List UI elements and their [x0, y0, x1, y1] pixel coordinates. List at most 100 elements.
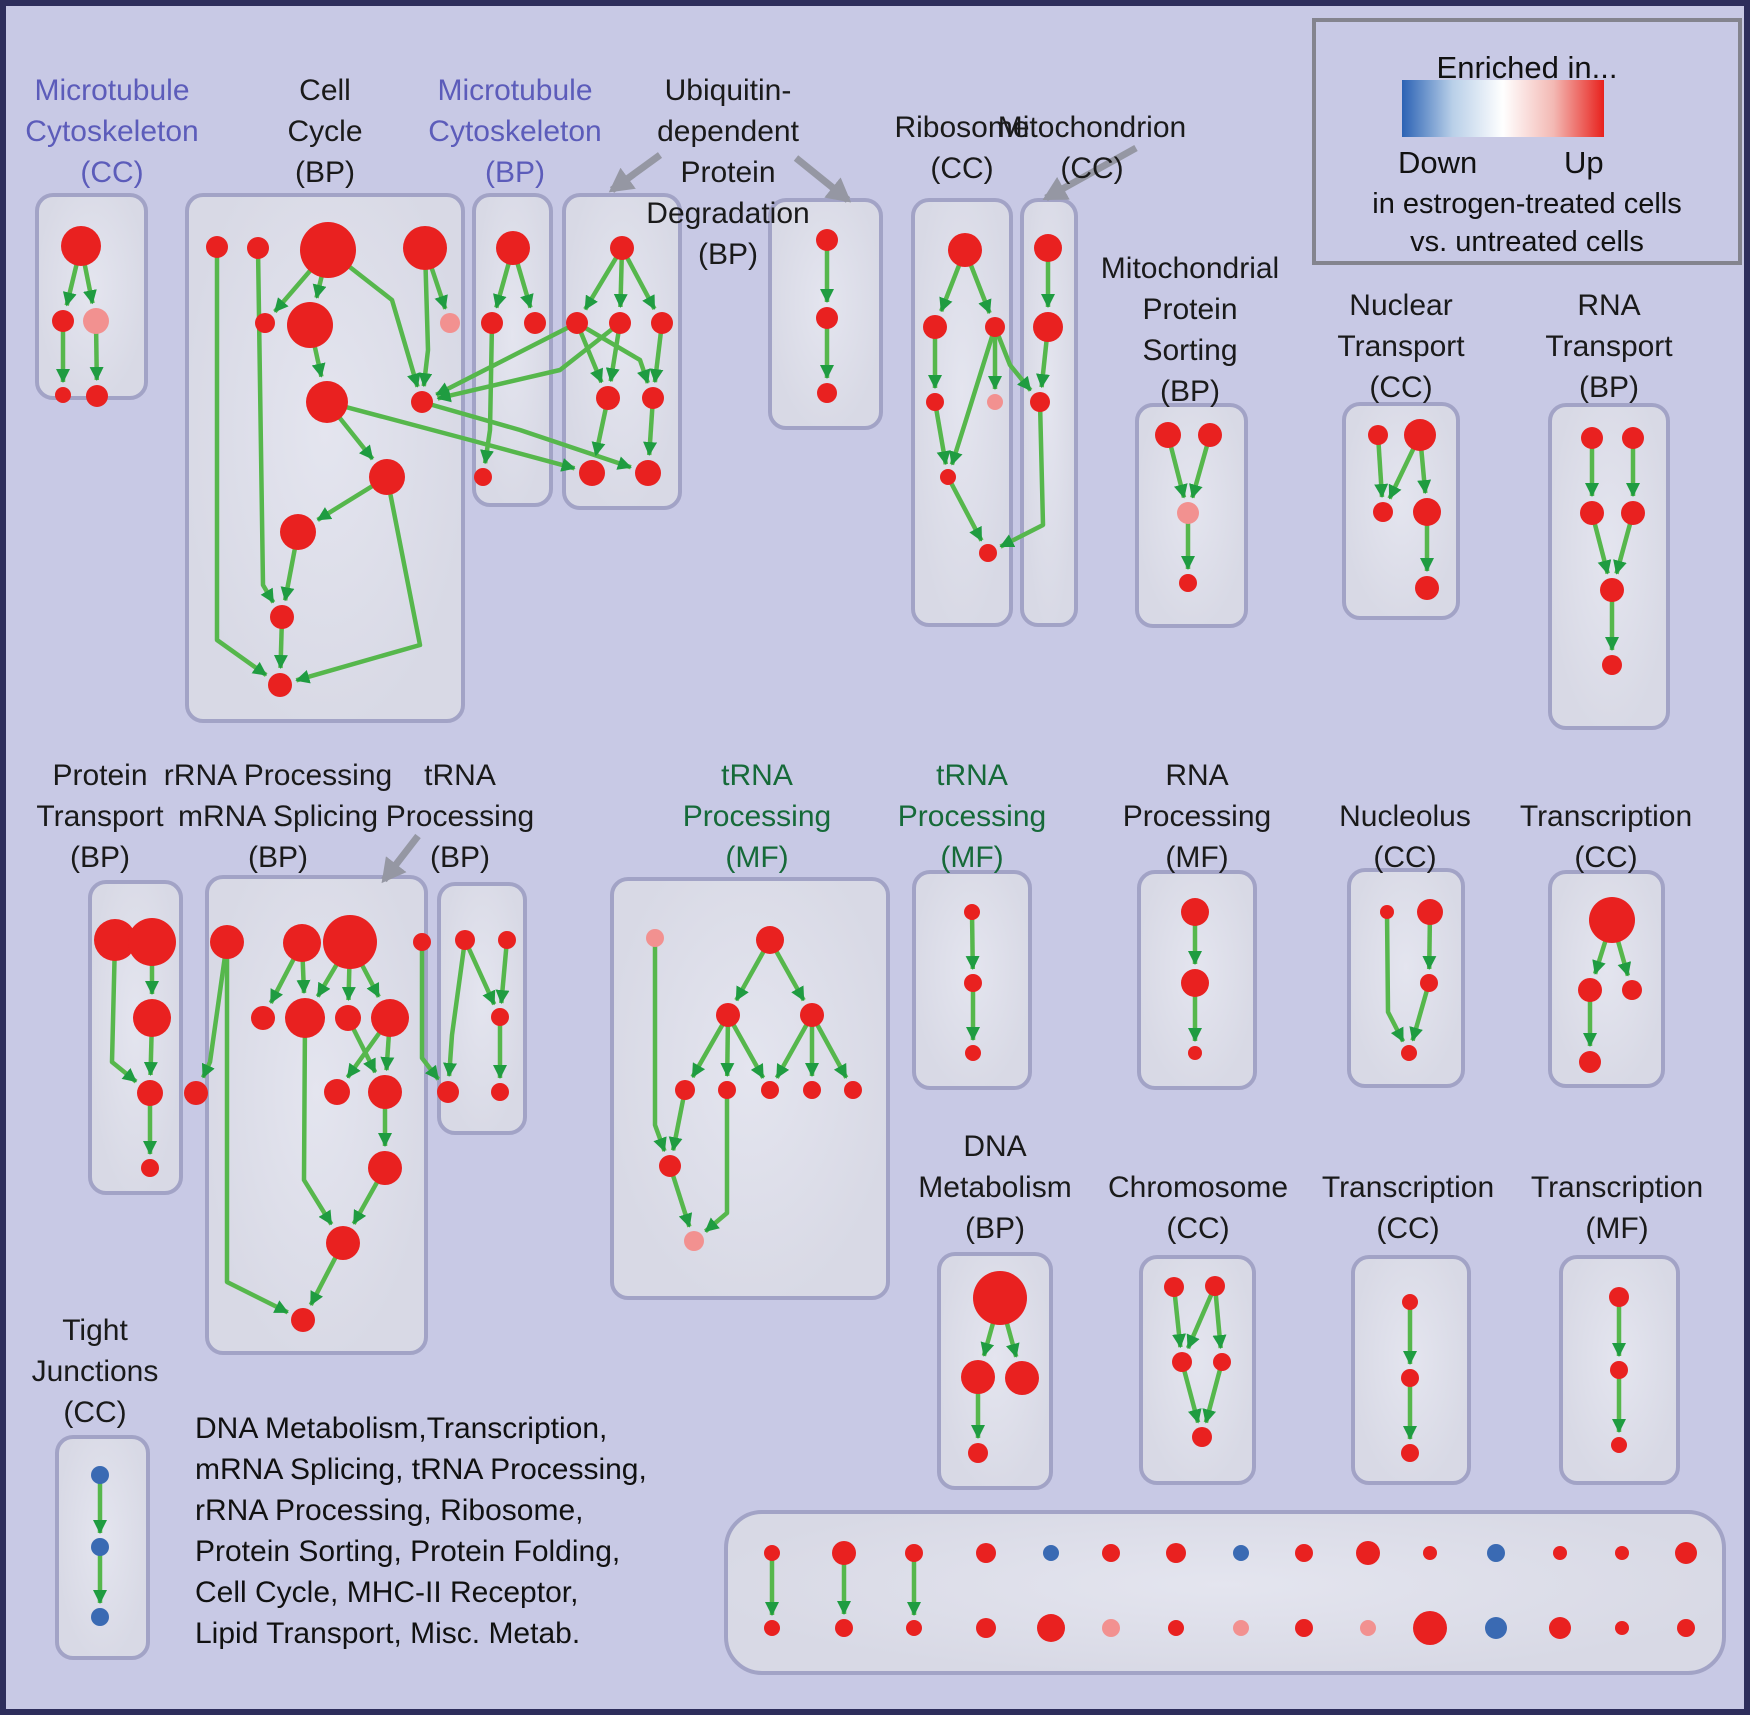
- node-mcc5: [86, 385, 108, 407]
- cluster-label-transcription-cc-1: Transcription (CC): [1520, 796, 1692, 878]
- node-t2c2: [1401, 1369, 1419, 1387]
- node-bt3: [905, 1544, 923, 1562]
- label-line: (MF): [940, 841, 1004, 874]
- node-ts3: [965, 1045, 981, 1061]
- edge-nc3-nc4: [1409, 982, 1432, 1042]
- label-line: tRNA: [721, 759, 793, 792]
- label-line: Tight: [62, 1314, 128, 1347]
- label-line: Sorting: [1142, 334, 1238, 367]
- label-line: dependent: [657, 115, 799, 148]
- misc-list-line-6: Lipid Transport, Misc. Metab.: [195, 1617, 581, 1650]
- node-bt6: [1102, 1544, 1120, 1562]
- edge-pt1-pt4: [109, 939, 138, 1084]
- label-line: rRNA Processing: [163, 759, 393, 792]
- node-pt4: [137, 1080, 163, 1106]
- cluster-box-trna-bp: [437, 882, 527, 1135]
- node-ch5: [1192, 1427, 1212, 1447]
- node-cc9: [411, 391, 433, 413]
- node-ch1: [1164, 1277, 1184, 1297]
- node-rr0: [184, 1081, 208, 1105]
- edge-mbp2-mbp4: [480, 322, 495, 465]
- legend-title: Enriched in...: [1436, 50, 1618, 85]
- cluster-label-transcription-mf: Transcription (MF): [1531, 1167, 1703, 1249]
- node-rr8: [371, 999, 409, 1037]
- node-dm2: [961, 1360, 995, 1394]
- legend-subtitle-2: vs. untreated cells: [1410, 226, 1644, 258]
- node-rp2: [1181, 969, 1209, 997]
- label-line: Cytoskeleton: [428, 115, 602, 148]
- node-bt1: [764, 1545, 780, 1561]
- label-pointer-arrow-4: [381, 833, 421, 884]
- edge-ch2-ch4: [1212, 1285, 1227, 1350]
- node-bb11: [1413, 1611, 1447, 1645]
- node-rb5: [987, 394, 1003, 410]
- node-pt3: [133, 999, 171, 1037]
- node-tb2: [498, 931, 516, 949]
- node-mt3: [1030, 392, 1050, 412]
- node-mbp1: [496, 231, 530, 265]
- node-rr11: [368, 1151, 402, 1185]
- label-pointer-arrow-3: [1042, 144, 1138, 202]
- label-line: Mitochondrial: [1100, 252, 1280, 285]
- label-line: (MF): [725, 841, 789, 874]
- legend-down-label: Down: [1398, 145, 1478, 180]
- node-bt15: [1675, 1542, 1697, 1564]
- node-cc6: [287, 302, 333, 348]
- node-rr7: [335, 1005, 361, 1031]
- label-line: (CC): [930, 152, 994, 185]
- node-bb2: [835, 1619, 853, 1637]
- node-cm1: [646, 929, 664, 947]
- node-bb3: [906, 1620, 922, 1636]
- node-dm1: [973, 1271, 1027, 1325]
- node-rt6: [1602, 655, 1622, 675]
- label-line: Mitochondrion: [997, 111, 1187, 144]
- label-line: (BP): [294, 156, 355, 189]
- node-cc3: [300, 222, 356, 278]
- label-line: Transport: [1545, 330, 1673, 363]
- edge-tb2-tb3: [495, 939, 510, 1005]
- node-uv1: [816, 229, 838, 251]
- node-rb6: [940, 469, 956, 485]
- label-line: RNA: [1577, 289, 1641, 322]
- node-tb4: [437, 1081, 459, 1103]
- node-ub7: [579, 460, 605, 486]
- cluster-label-rrna-mrna: rRNA Processing mRNA Splicing (BP): [164, 755, 392, 878]
- cluster-label-tight-junctions: Tight Junctions (CC): [32, 1310, 159, 1433]
- node-bb5: [1037, 1614, 1065, 1642]
- node-nt1: [1368, 425, 1388, 445]
- label-line: Transcription: [1530, 1171, 1704, 1204]
- edge-rr4-tb4: [419, 942, 441, 1081]
- node-bt11: [1423, 1546, 1437, 1560]
- node-pt5: [141, 1159, 159, 1177]
- node-cc12: [270, 605, 294, 629]
- node-uv3: [817, 383, 837, 403]
- label-line: (BP): [485, 156, 545, 189]
- cluster-label-nuclear-transport: Nuclear Transport (CC): [1337, 285, 1464, 408]
- node-tc2: [1578, 978, 1602, 1002]
- edge-cc8-ub7: [326, 399, 576, 472]
- node-cm8: [803, 1081, 821, 1099]
- node-mcc3: [83, 308, 109, 334]
- cluster-label-rna-transport: RNA Transport (BP): [1545, 285, 1672, 408]
- node-ch2: [1205, 1276, 1225, 1296]
- label-line: Transcription: [1321, 1171, 1495, 1204]
- node-ub6: [642, 387, 664, 409]
- label-line: Degradation: [646, 197, 810, 230]
- label-line: mRNA Splicing: [177, 800, 379, 833]
- node-rb4: [926, 393, 944, 411]
- node-rb3: [985, 317, 1005, 337]
- node-cm6: [718, 1081, 736, 1099]
- node-cc4: [403, 226, 447, 270]
- node-ub3: [609, 312, 631, 334]
- edge-tb1-tb3: [462, 939, 497, 1006]
- label-line: (BP): [1578, 371, 1639, 404]
- cluster-label-transcription-cc-2: Transcription (CC): [1322, 1167, 1494, 1249]
- label-line: (CC): [1376, 1212, 1440, 1245]
- node-ub2: [566, 312, 588, 334]
- node-ts2: [964, 974, 982, 992]
- node-bb6: [1102, 1619, 1120, 1637]
- label-line: Cell: [299, 74, 351, 107]
- label-line: Protein: [52, 759, 148, 792]
- cluster-label-dna-metabolism: DNA Metabolism (BP): [918, 1126, 1071, 1249]
